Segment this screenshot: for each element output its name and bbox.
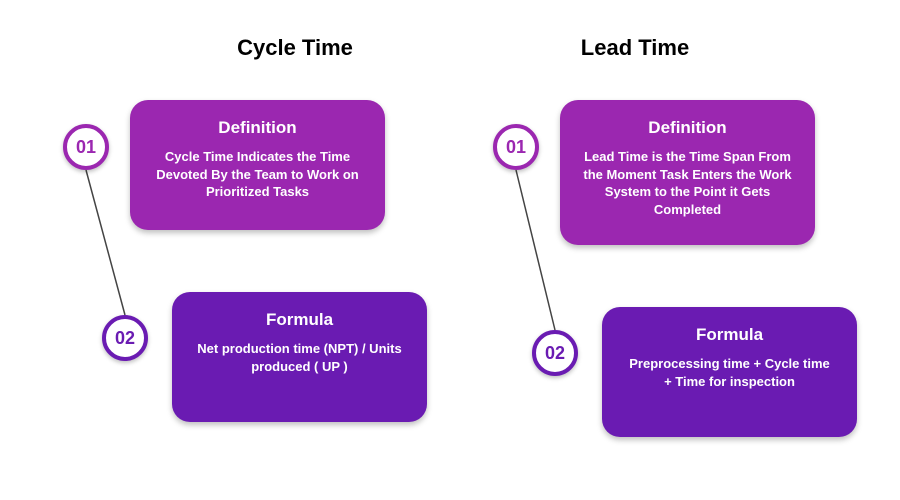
left-formula-body: Net production time (NPT) / Units produc… <box>194 340 405 375</box>
left-column-title: Cycle Time <box>215 35 375 61</box>
left-formula-badge: 02 <box>102 315 148 361</box>
left-formula-card: Formula Net production time (NPT) / Unit… <box>172 292 427 422</box>
right-formula-badge: 02 <box>532 330 578 376</box>
right-definition-title: Definition <box>648 118 726 138</box>
right-connector-segment <box>516 170 555 330</box>
right-formula-badge-label: 02 <box>545 343 565 364</box>
right-formula-card: Formula Preprocessing time + Cycle time … <box>602 307 857 437</box>
right-definition-body: Lead Time is the Time Span From the Mome… <box>582 148 793 218</box>
left-definition-badge: 01 <box>63 124 109 170</box>
left-formula-title: Formula <box>266 310 333 330</box>
right-column-title: Lead Time <box>555 35 715 61</box>
right-formula-body: Preprocessing time + Cycle time + Time f… <box>624 355 835 390</box>
left-formula-badge-label: 02 <box>115 328 135 349</box>
left-definition-card: Definition Cycle Time Indicates the Time… <box>130 100 385 230</box>
left-definition-badge-label: 01 <box>76 137 96 158</box>
right-definition-card: Definition Lead Time is the Time Span Fr… <box>560 100 815 245</box>
left-definition-title: Definition <box>218 118 296 138</box>
right-formula-title: Formula <box>696 325 763 345</box>
right-definition-badge-label: 01 <box>506 137 526 158</box>
diagram-canvas: Cycle Time Definition Cycle Time Indicat… <box>0 0 900 500</box>
left-definition-body: Cycle Time Indicates the Time Devoted By… <box>152 148 363 201</box>
right-definition-badge: 01 <box>493 124 539 170</box>
left-connector-segment <box>86 170 125 315</box>
